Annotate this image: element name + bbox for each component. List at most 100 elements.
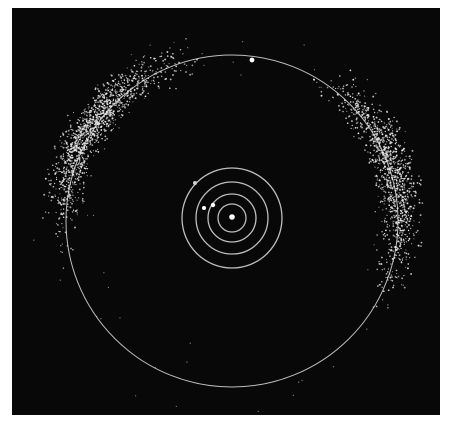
asteroid <box>399 217 400 218</box>
asteroid <box>362 109 364 111</box>
asteroid <box>390 243 391 244</box>
asteroid <box>418 245 420 247</box>
asteroid <box>72 170 74 172</box>
asteroid <box>399 127 401 129</box>
asteroid <box>383 238 385 240</box>
asteroid <box>54 146 56 148</box>
asteroid <box>93 116 95 118</box>
asteroid <box>68 130 69 131</box>
asteroid <box>103 272 104 273</box>
asteroid <box>361 111 363 113</box>
asteroid <box>314 69 315 70</box>
asteroid <box>403 183 405 185</box>
asteroid <box>93 150 94 151</box>
asteroid <box>386 141 387 142</box>
asteroid <box>136 92 137 93</box>
asteroid <box>74 172 75 173</box>
asteroid <box>384 268 386 270</box>
asteroid <box>375 176 377 178</box>
asteroid <box>99 124 100 125</box>
asteroid <box>126 101 128 103</box>
asteroid <box>390 121 391 122</box>
asteroid <box>83 172 85 174</box>
asteroid <box>383 149 385 151</box>
asteroid <box>400 239 402 241</box>
asteroid <box>361 114 363 116</box>
asteroid <box>104 102 105 103</box>
asteroid <box>73 132 74 133</box>
asteroid <box>397 217 399 219</box>
asteroid <box>83 153 85 155</box>
asteroid <box>79 162 80 163</box>
asteroid <box>348 116 349 117</box>
asteroid <box>393 158 395 160</box>
asteroid <box>72 249 74 251</box>
asteroid <box>351 86 353 88</box>
asteroid <box>83 187 85 189</box>
asteroid <box>401 152 403 154</box>
asteroid <box>400 243 401 244</box>
asteroid <box>65 162 67 164</box>
asteroid <box>48 180 49 181</box>
asteroid <box>154 73 156 75</box>
asteroid <box>406 256 408 258</box>
asteroid <box>69 156 71 158</box>
asteroid <box>407 220 408 221</box>
asteroid <box>125 103 127 105</box>
asteroid <box>63 199 65 201</box>
asteroid <box>375 142 376 143</box>
asteroid <box>413 220 414 221</box>
asteroid <box>388 252 390 254</box>
asteroid <box>99 100 101 102</box>
asteroid <box>64 203 66 205</box>
asteroid <box>347 84 348 85</box>
asteroid <box>375 128 376 129</box>
asteroid <box>87 154 88 155</box>
asteroid <box>383 234 385 236</box>
asteroid <box>383 176 385 178</box>
asteroid <box>63 267 64 268</box>
asteroid <box>387 277 389 279</box>
asteroid <box>73 112 74 113</box>
asteroid <box>396 176 397 177</box>
asteroid <box>164 63 165 64</box>
asteroid <box>394 190 396 192</box>
asteroid <box>141 67 143 69</box>
asteroid <box>414 205 416 207</box>
asteroid <box>80 141 81 142</box>
asteroid <box>350 70 352 72</box>
asteroid <box>107 123 109 125</box>
asteroid <box>137 85 139 87</box>
asteroid <box>410 218 412 220</box>
asteroid <box>61 198 62 199</box>
asteroid <box>394 204 396 206</box>
asteroid <box>389 158 390 159</box>
asteroid <box>77 178 78 179</box>
asteroid <box>404 229 405 230</box>
asteroid <box>81 150 82 151</box>
asteroid <box>406 211 407 212</box>
asteroid <box>390 199 392 201</box>
asteroid <box>405 195 407 197</box>
asteroid <box>144 86 145 87</box>
asteroid <box>394 179 396 181</box>
asteroid <box>363 132 364 133</box>
asteroid <box>74 183 75 184</box>
asteroid <box>112 117 114 119</box>
asteroid <box>391 274 393 276</box>
asteroid <box>397 167 399 169</box>
asteroid <box>358 137 359 138</box>
asteroid <box>118 82 120 84</box>
asteroid <box>378 186 380 188</box>
asteroid <box>60 146 61 147</box>
asteroid <box>367 107 368 108</box>
asteroid <box>381 281 383 283</box>
asteroid <box>384 127 386 129</box>
asteroid <box>63 213 65 215</box>
asteroid <box>373 108 375 110</box>
asteroid <box>388 168 389 169</box>
asteroid <box>375 138 377 140</box>
asteroid <box>112 86 113 87</box>
asteroid <box>92 109 93 110</box>
asteroid <box>406 175 408 177</box>
